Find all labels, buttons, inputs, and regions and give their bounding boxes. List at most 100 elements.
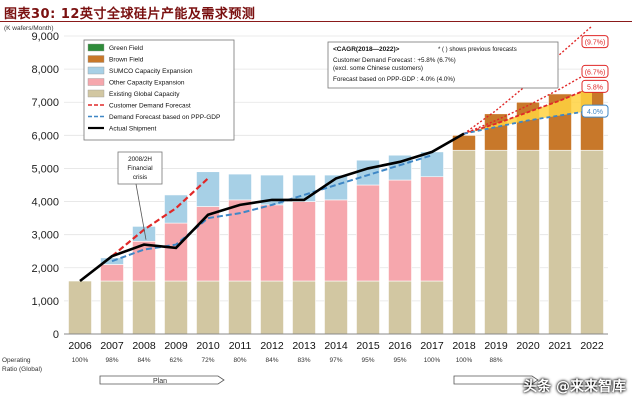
crisis-label: crisis <box>133 174 147 181</box>
bar-segment-sumco <box>388 154 412 181</box>
bar-segment-existing <box>228 280 252 335</box>
legend-label: Other Capacity Expansion <box>109 80 185 87</box>
x-tick-label: 2016 <box>388 340 412 352</box>
x-tick-label: 2010 <box>196 340 220 352</box>
operating-ratio-value: 98% <box>105 357 118 364</box>
x-tick-label: 2018 <box>452 340 476 352</box>
bar-segment-other <box>356 184 380 282</box>
forecast-callout: 4.0% <box>587 109 603 116</box>
cagr-line: Customer Demand Forecast : +5.8% (6.7%) <box>333 57 456 64</box>
forecast-callout-box <box>581 64 609 78</box>
watermark: 头条 @来来智库 <box>523 379 626 395</box>
cagr-title: <CAGR(2018—2022)> <box>333 46 400 53</box>
bar-segment-sumco <box>196 171 220 207</box>
bar-segment-existing <box>548 149 572 335</box>
y-axis-label: (K wafers/Month) <box>4 25 54 32</box>
operating-ratio-value: 83% <box>297 357 310 364</box>
bar-segment-other <box>324 199 348 282</box>
operating-ratio-value: 95% <box>393 357 406 364</box>
operating-ratio-value: 80% <box>233 357 246 364</box>
y-tick-label: 0 <box>53 329 59 341</box>
operating-ratio-value: 62% <box>169 357 182 364</box>
actual-shipment-line <box>79 132 465 283</box>
y-tick-label: 2,000 <box>31 263 59 275</box>
x-tick-label: 2015 <box>356 340 380 352</box>
bar-segment-existing <box>292 280 316 335</box>
bar-segment-existing <box>356 280 380 335</box>
forecast-line-6-7 <box>463 70 593 135</box>
forecast-callout: 5.8% <box>587 84 603 91</box>
y-tick-label: 8,000 <box>31 64 59 76</box>
forecast-callout: (9.7%) <box>585 40 606 47</box>
bar-segment-brown <box>484 113 508 151</box>
bar-segment-existing <box>452 149 476 335</box>
x-tick-label: 2009 <box>164 340 188 352</box>
bar-segment-existing <box>420 280 444 335</box>
y-tick-label: 9,000 <box>31 31 59 43</box>
plan-label: Plan <box>153 378 167 385</box>
legend-swatch <box>87 89 105 98</box>
legend-swatch <box>87 55 105 63</box>
operating-ratio-value: 100% <box>424 357 441 364</box>
forecast-line-4-0 <box>463 109 593 135</box>
bar-segment-sumco <box>164 194 188 224</box>
crisis-pointer <box>135 183 147 240</box>
operating-ratio-value: 95% <box>361 357 374 364</box>
bar-segment-other <box>292 201 316 282</box>
legend-swatch <box>87 43 105 52</box>
x-tick-label: 2017 <box>420 340 444 352</box>
bar-segment-existing <box>484 149 508 335</box>
x-tick-label: 2011 <box>229 340 252 352</box>
operating-ratio-label: Ratio (Global) <box>2 366 42 373</box>
legend-label: Existing Global Capacity <box>109 91 180 98</box>
forecast-callout-box <box>581 79 609 93</box>
plan-arrow <box>99 375 225 385</box>
legend-box <box>83 39 235 141</box>
forecast-fan-area <box>464 87 592 134</box>
operating-ratio-value: 84% <box>137 357 150 364</box>
x-tick-label: 2020 <box>516 340 540 352</box>
forecast-callout-box <box>581 35 609 49</box>
y-tick-label: 1,000 <box>31 296 59 308</box>
x-tick-label: 2013 <box>292 340 316 352</box>
forecast-line-5-8 <box>463 86 593 135</box>
x-tick-label: 2006 <box>68 340 92 352</box>
cagr-box <box>327 41 559 89</box>
legend-label: Actual Shipment <box>109 126 157 133</box>
operating-ratio-value: 84% <box>265 357 278 364</box>
legend-swatch <box>87 66 105 75</box>
x-tick-label: 2019 <box>484 340 508 352</box>
legend-label: Green Field <box>109 45 143 52</box>
bar-segment-other <box>388 179 412 282</box>
legend-label: Customer Demand Forecast <box>109 103 191 110</box>
x-tick-label: 2021 <box>548 340 572 352</box>
customer-forecast-line <box>111 177 209 258</box>
y-tick-label: 3,000 <box>31 230 59 242</box>
bar-segment-existing <box>196 280 220 335</box>
bar-segment-existing <box>388 280 412 335</box>
figure-title: 图表30: 12英寸全球硅片产能及需求预测 <box>4 7 256 22</box>
bar-segment-other <box>164 222 188 282</box>
operating-ratio-value: 100% <box>72 357 89 364</box>
x-tick-label: 2014 <box>324 340 348 352</box>
bar-segment-existing <box>580 149 604 335</box>
cagr-line: Forecast based on PPP-GDP : 4.0% (4.0%) <box>333 76 455 83</box>
bar-segment-existing <box>260 280 284 335</box>
plan-arrow <box>453 375 539 385</box>
operating-ratio-value: 72% <box>201 357 214 364</box>
forecast-callout: (6.7%) <box>585 69 606 76</box>
x-tick-label: 2007 <box>100 340 124 352</box>
legend-label: Brown Field <box>109 57 144 64</box>
figure-title-bar: 图表30: 12英寸全球硅片产能及需求预测 <box>0 0 632 22</box>
operating-ratio-label: Operating <box>2 357 31 364</box>
crisis-label: 2008/2H <box>128 156 152 163</box>
bar-segment-existing <box>68 280 92 335</box>
operating-ratio-value: 88% <box>489 357 502 364</box>
chart: (K wafers/Month) 0 1,000 2,000 3,000 4,000 5,0… <box>2 25 609 385</box>
legend-label: Demand Forecast based on PPP-GDP <box>109 114 220 121</box>
operating-ratio-value: 97% <box>329 357 342 364</box>
y-tick-label: 4,000 <box>31 197 59 209</box>
crisis-box <box>117 151 163 185</box>
crisis-label: Financial <box>127 165 152 172</box>
x-tick-label: 2022 <box>580 340 604 352</box>
